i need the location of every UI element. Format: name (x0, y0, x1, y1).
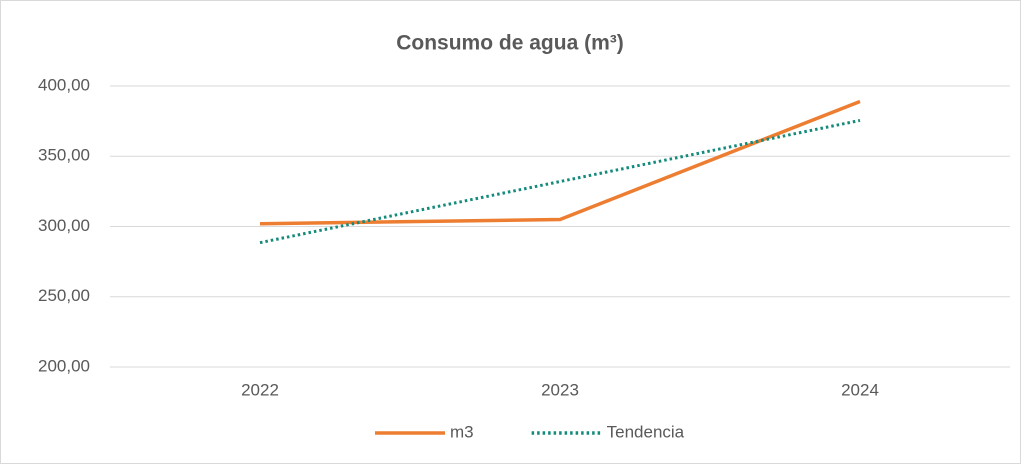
y-tick-label: 250,00 (38, 286, 90, 305)
chart-title: Consumo de agua (m³) (396, 32, 624, 55)
y-tick-label: 350,00 (38, 146, 90, 165)
x-tick-label: 2022 (241, 380, 279, 399)
y-tick-label: 400,00 (38, 75, 90, 94)
x-tick-label: 2024 (841, 380, 879, 399)
y-tick-label: 200,00 (38, 356, 90, 375)
legend-label: m3 (450, 422, 474, 441)
y-tick-label: 300,00 (38, 216, 90, 235)
x-tick-label: 2023 (541, 380, 579, 399)
series-line (259, 99, 861, 226)
legend-label: Tendencia (607, 422, 685, 441)
